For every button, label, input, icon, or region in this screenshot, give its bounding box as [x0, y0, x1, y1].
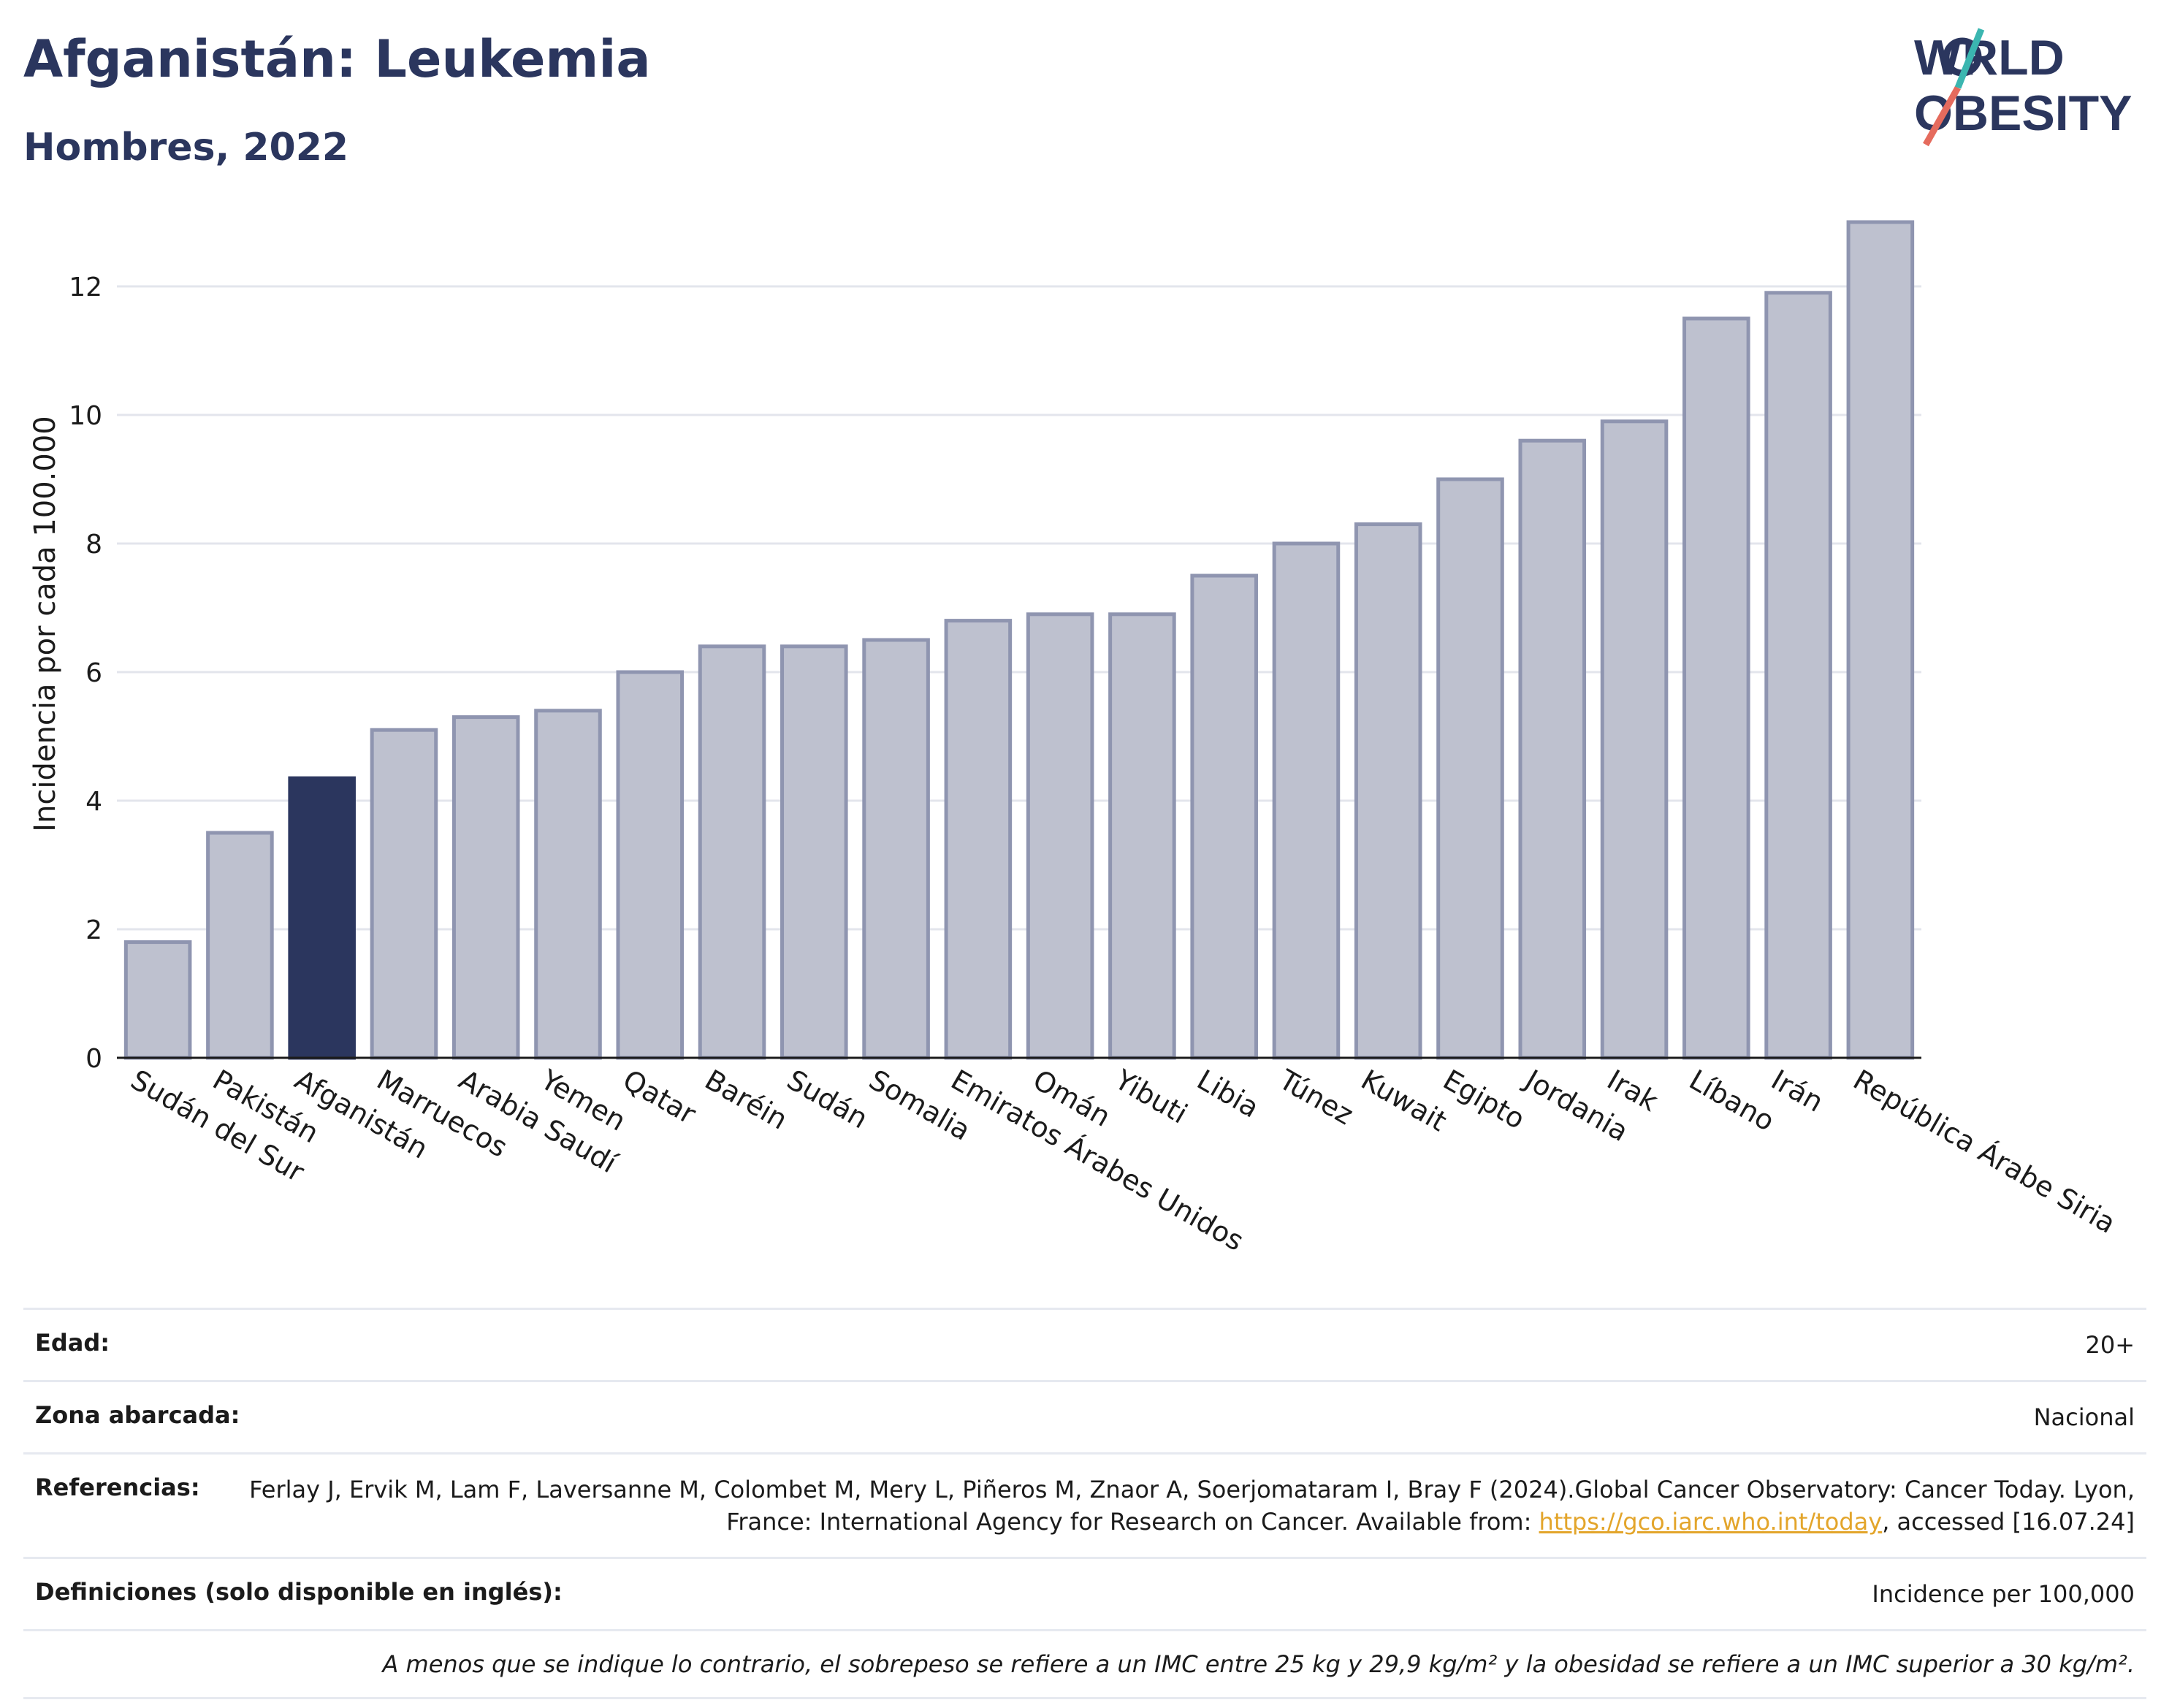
bar [1354, 522, 1422, 1060]
bar [1682, 316, 1750, 1060]
metadata-table: Edad: 20+ Zona abarcada: Nacional Refere… [23, 1308, 2146, 1699]
x-tick-label: Kuwait [1356, 1064, 1452, 1138]
footnote-row: A menos que se indique lo contrario, el … [23, 1629, 2146, 1699]
world-obesity-logo: W RLD OBESITY [1914, 28, 2133, 147]
y-tick-label: 2 [85, 915, 102, 945]
bar [288, 776, 356, 1060]
bar [944, 619, 1013, 1060]
bar [616, 670, 685, 1060]
references-link[interactable]: https://gco.iarc.who.int/today [1539, 1508, 1883, 1536]
x-tick-label: Sudán [782, 1064, 874, 1135]
bar [862, 638, 930, 1060]
bar [780, 644, 848, 1060]
bar-chart: 0 2 4 6 8 10 12 Sudán del SurPakistánAfganistá… [28, 220, 2122, 1257]
bar [370, 728, 438, 1060]
bar [1108, 612, 1176, 1060]
references-tail: , accessed [16.07.24] [1882, 1508, 2135, 1536]
x-tick-label: Líbano [1684, 1064, 1780, 1137]
references-text: Ferlay J, Ervik M, Lam F, Laversanne M, … [244, 1473, 2135, 1538]
y-tick-label: 6 [85, 658, 102, 688]
page-title: Afganistán: Leukemia [23, 29, 651, 89]
bar [1846, 220, 1915, 1060]
references-body: Ferlay J, Ervik M, Lam F, Laversanne M, … [249, 1476, 2135, 1536]
page-subtitle: Hombres, 2022 [23, 126, 349, 169]
y-tick-labels: 0 2 4 6 8 10 12 [69, 272, 102, 1074]
age-label: Edad: [35, 1329, 110, 1357]
x-tick-label: Baréin [700, 1064, 793, 1136]
bar [1600, 419, 1669, 1060]
references-row: Referencias: Ferlay J, Ervik M, Lam F, L… [23, 1452, 2146, 1557]
x-tick-label: Libia [1192, 1064, 1265, 1124]
x-tick-label: Túnez [1273, 1063, 1359, 1131]
definitions-row: Definiciones (solo disponible en inglés)… [23, 1557, 2146, 1629]
area-value: Nacional [2033, 1403, 2135, 1431]
footnote: A menos que se indique lo contrario, el … [382, 1650, 2135, 1678]
area-label: Zona abarcada: [35, 1401, 240, 1429]
y-axis-label: Incidencia por cada 100.000 [28, 416, 62, 832]
bar [451, 715, 520, 1060]
y-tick-label: 12 [69, 272, 102, 302]
y-tick-label: 0 [85, 1044, 102, 1074]
bar [1190, 573, 1258, 1060]
references-label: Referencias: [35, 1473, 200, 1501]
bar [1764, 291, 1832, 1060]
bars [123, 220, 1915, 1060]
bar [698, 644, 766, 1060]
x-tick-label: República Árabe Siria [1848, 1064, 2121, 1240]
bar [534, 709, 602, 1060]
bar [1272, 541, 1341, 1060]
x-tick-labels: Sudán del SurPakistánAfganistánMarruecos… [126, 1063, 2122, 1257]
y-tick-label: 4 [85, 787, 102, 817]
bar [1436, 477, 1504, 1060]
x-tick-label: Egipto [1438, 1064, 1531, 1136]
x-tick-label: Yibuti [1109, 1063, 1193, 1130]
bar [123, 940, 192, 1060]
age-row: Edad: 20+ [23, 1308, 2146, 1380]
definitions-label: Definiciones (solo disponible en inglés)… [35, 1578, 563, 1606]
y-tick-label: 10 [69, 401, 102, 431]
definitions-value: Incidence per 100,000 [1872, 1580, 2135, 1608]
age-value: 20+ [2085, 1331, 2135, 1359]
y-tick-label: 8 [85, 530, 102, 560]
bar [206, 831, 274, 1060]
x-tick-label: Qatar [617, 1064, 701, 1131]
bar [1518, 438, 1587, 1060]
bar [1026, 612, 1094, 1060]
svg-text:W: W [1914, 30, 1962, 85]
area-row: Zona abarcada: Nacional [23, 1380, 2146, 1452]
